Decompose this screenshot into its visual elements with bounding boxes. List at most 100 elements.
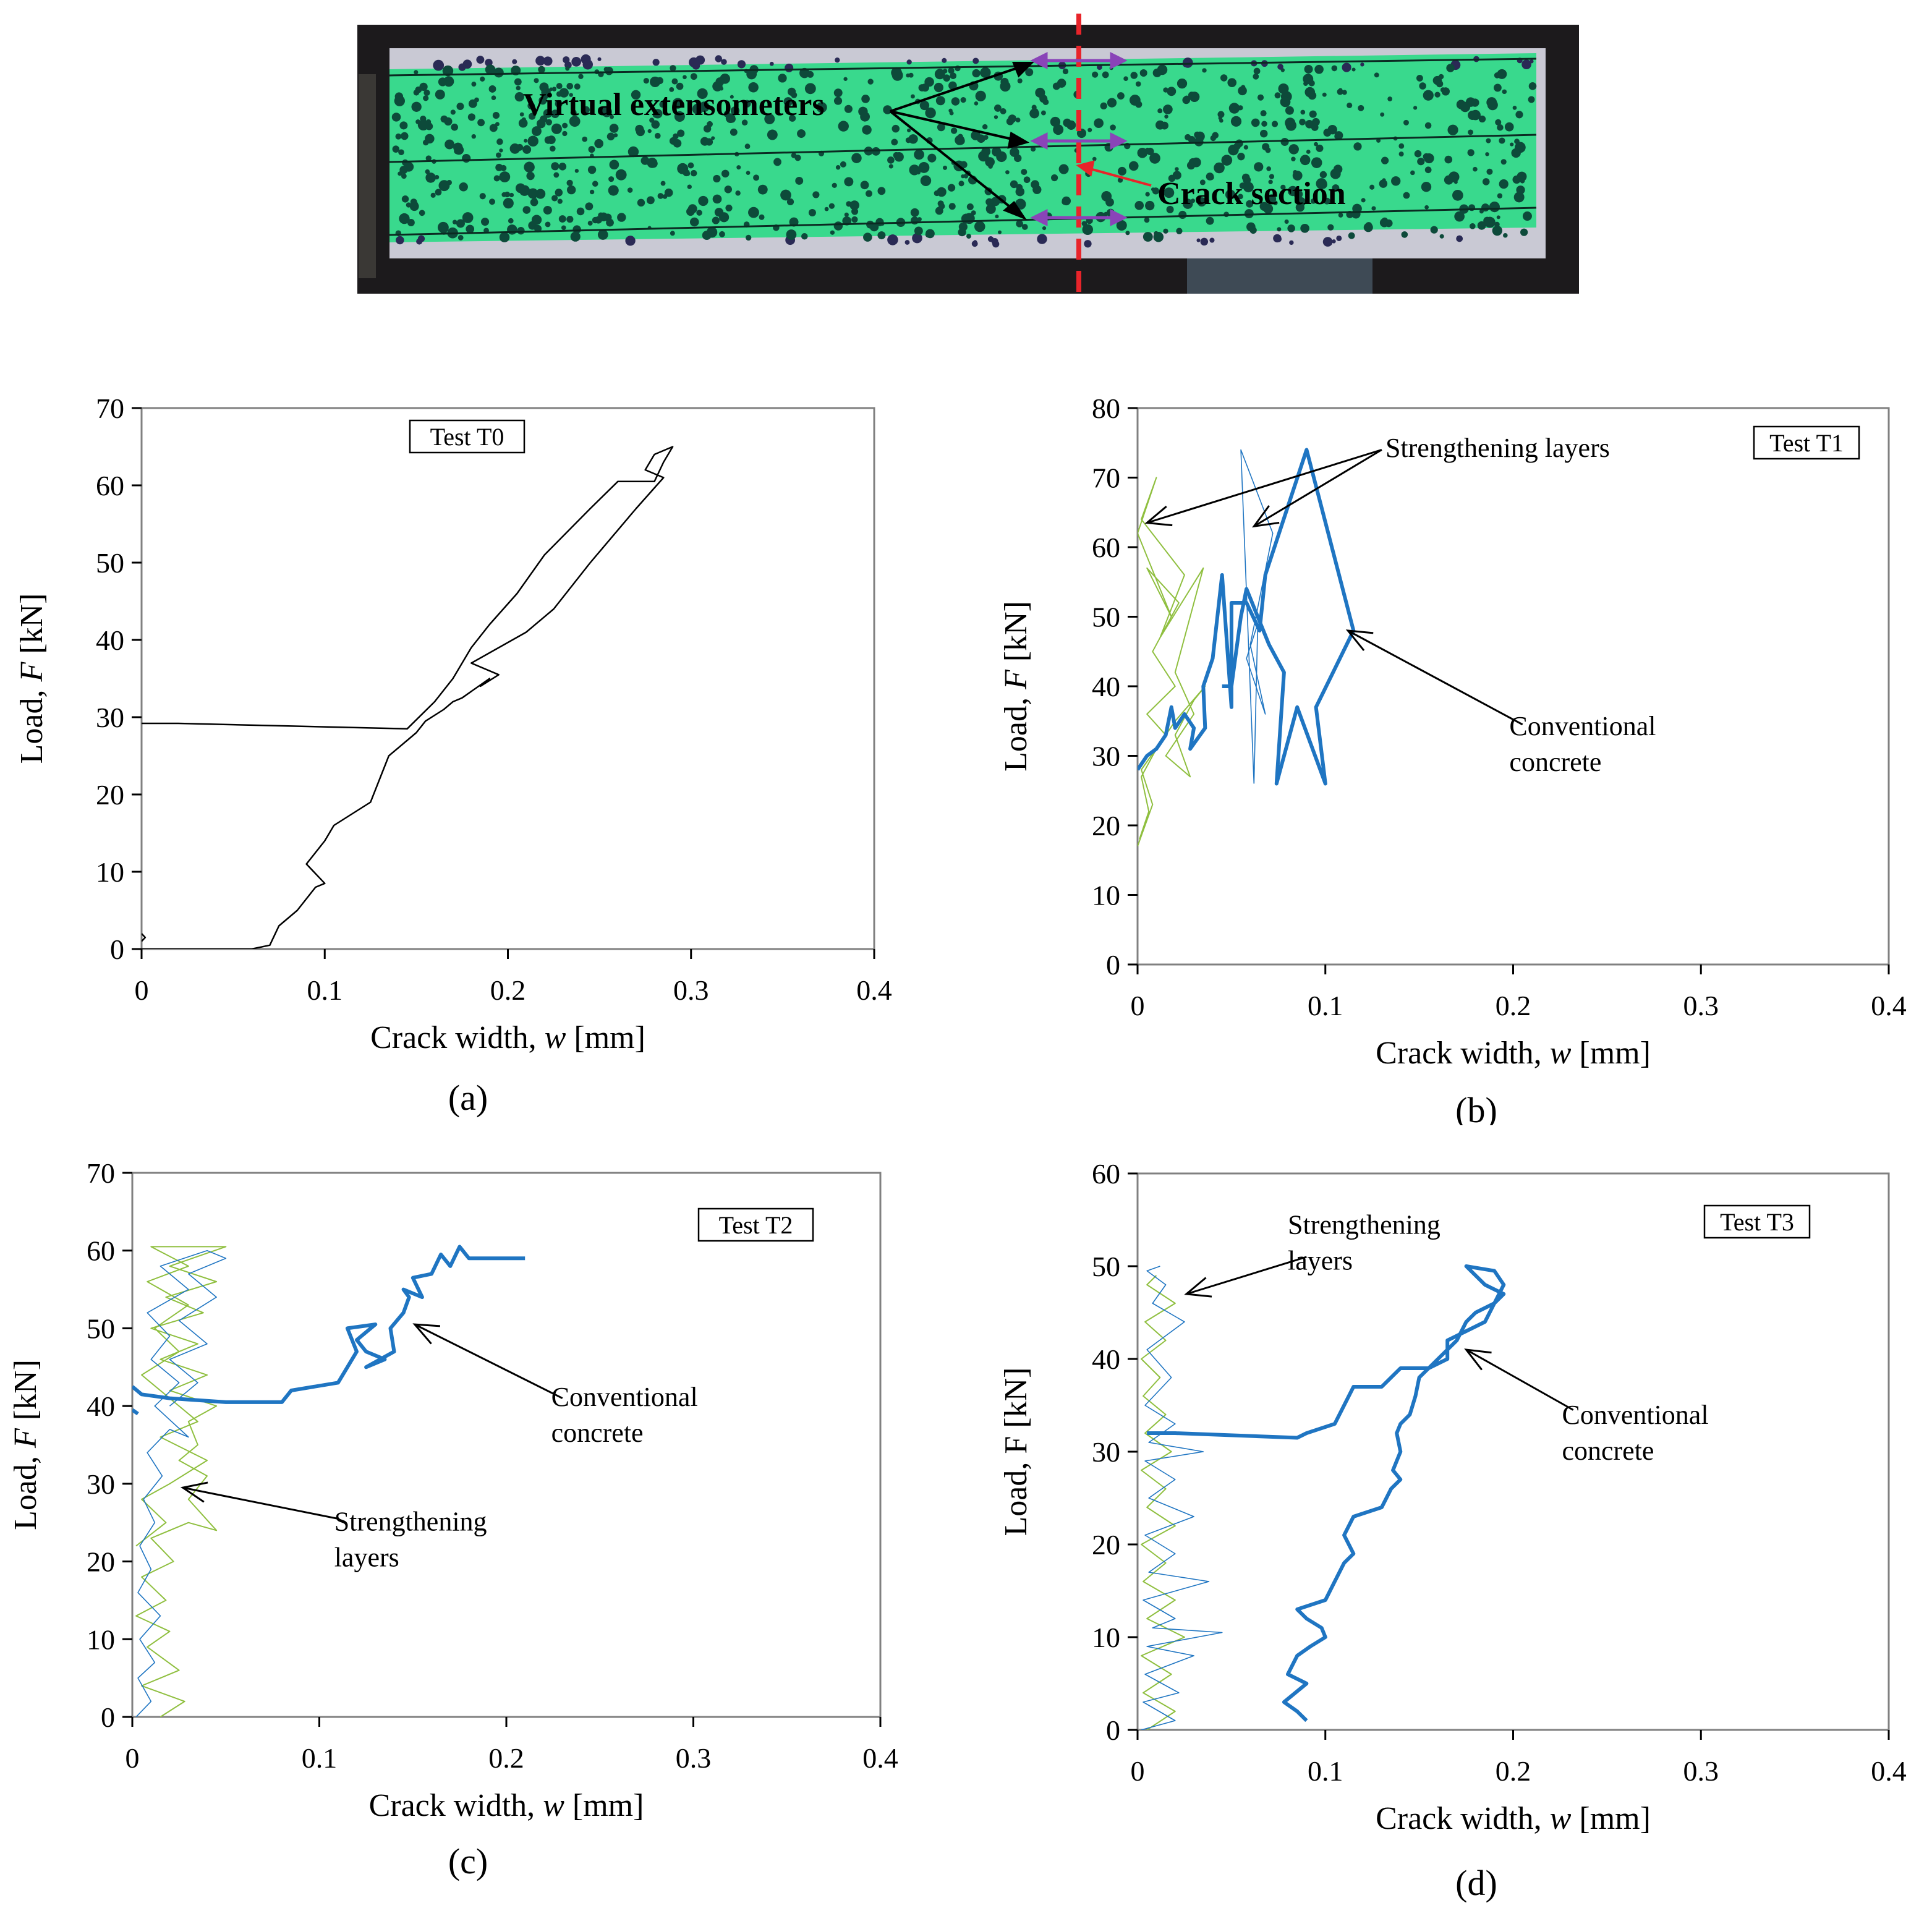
y-tick-label: 40 [1092, 1343, 1120, 1375]
x-tick-label: 0 [1131, 1755, 1145, 1787]
y-tick-label: 10 [96, 856, 124, 888]
arrow-head [180, 1481, 208, 1503]
plot-frame-a [140, 407, 875, 950]
series-line-d-0 [1141, 1275, 1185, 1730]
x-tick-label: 0 [126, 1742, 140, 1774]
label-virtual-extensometers: Virtual extensometers [523, 87, 825, 122]
plot-frame-c [131, 1172, 882, 1718]
y-tick-label: 50 [1092, 602, 1120, 633]
arrow-head [1464, 1348, 1492, 1371]
x-tick-label: 0.1 [307, 974, 343, 1006]
photo-edge-left [359, 74, 376, 278]
x-tick-label: 0 [135, 974, 149, 1006]
x-tick-label: 0.2 [490, 974, 526, 1006]
annotation-b-0: Strengthening layers [1385, 433, 1610, 463]
legend-box-a [409, 419, 526, 454]
y-tick-label: 0 [1106, 949, 1120, 981]
y-tick-label: 80 [1092, 393, 1120, 424]
annotation-d-0: Strengthening layers [1288, 1210, 1440, 1276]
y-tick-label: 20 [87, 1546, 115, 1578]
legend-label-a: Test T0 [430, 423, 504, 451]
y-tick-label: 0 [101, 1701, 115, 1733]
extensometer-line-top [389, 57, 1537, 77]
y-tick-label: 60 [1092, 1158, 1120, 1190]
y-axis-label: Load, F [kN] [14, 594, 49, 764]
x-tick-label: 0.1 [1308, 1755, 1343, 1787]
y-tick-label: 70 [96, 393, 124, 424]
chart-c: 0 10 20 30 40 50 60 70 0 0.1 0.2 0.3 0.4 Crack width,… [8, 1157, 898, 1881]
x-tick-label: 0.3 [1683, 990, 1719, 1021]
y-tick-label: 50 [1092, 1251, 1120, 1282]
annotation-arrow-d [1186, 1256, 1307, 1295]
y-tick-label: 40 [96, 624, 124, 656]
series-line-c-0 [135, 1246, 227, 1717]
y-tick-label: 30 [1092, 741, 1120, 772]
y-tick-label: 20 [96, 779, 124, 811]
photo-pointer-arrows [889, 62, 1152, 221]
x-tick-label: 0.3 [673, 974, 709, 1006]
y-tick-label: 0 [110, 934, 124, 965]
y-tick-label: 20 [1092, 1529, 1120, 1560]
y-tick-label: 10 [1092, 880, 1120, 911]
y-tick-label: 40 [1092, 671, 1120, 702]
y-tick-label: 40 [87, 1390, 115, 1422]
series-line-c-2 [132, 1245, 526, 1404]
legend-box-d [1703, 1204, 1811, 1239]
arrow-head [1252, 505, 1280, 528]
y-tick-label: 0 [1106, 1714, 1120, 1746]
y-tick-label: 60 [1092, 532, 1120, 563]
x-tick-label: 0.4 [1871, 1755, 1907, 1787]
legend-label-c: Test T2 [719, 1211, 793, 1239]
y-tick-label: 30 [1092, 1436, 1120, 1468]
arrow-head [412, 1323, 441, 1345]
y-axis-label: Load, F [kN] [998, 601, 1034, 772]
y-tick-label: 20 [1092, 810, 1120, 841]
annotation-arrow-c [414, 1323, 563, 1399]
series-line-b-0 [1138, 477, 1206, 847]
x-tick-label: 0.3 [676, 1742, 712, 1774]
chart-b: 0 10 20 30 40 50 60 70 80 0 0.1 0.2 0.3 0.4 Crack widt… [998, 393, 1907, 1125]
caption-c: (c) [448, 1841, 488, 1881]
label-crack-section: Crack section [1157, 176, 1346, 211]
y-tick-label: 50 [96, 547, 124, 579]
legend-box-c [697, 1207, 814, 1242]
series-line-d-1 [1141, 1266, 1223, 1730]
y-tick-label: 70 [1092, 462, 1120, 494]
caption-a: (a) [448, 1078, 488, 1118]
y-tick-label: 70 [87, 1157, 115, 1189]
series-line-c-1 [135, 1250, 227, 1717]
x-tick-label: 0.4 [862, 1742, 898, 1774]
annotation-c-1: Strengthening layers [334, 1506, 487, 1572]
x-tick-label: 0.3 [1683, 1755, 1719, 1787]
y-axis-label: Load, F [kN] [8, 1360, 43, 1530]
x-axis-label: Crack width, w [mm] [1376, 1801, 1651, 1836]
y-axis-label: Load, F [kN] [998, 1368, 1034, 1536]
y-tick-label: 60 [96, 470, 124, 501]
legend-label-b: Test T1 [1769, 429, 1844, 457]
annotation-arrow-c [182, 1486, 339, 1520]
arrow-head [1345, 629, 1374, 652]
y-tick-label: 60 [87, 1235, 115, 1267]
arrow-head [1144, 505, 1173, 527]
x-tick-label: 0.2 [1496, 1755, 1531, 1787]
y-tick-label: 10 [87, 1624, 115, 1655]
extensometer-line-mid [389, 134, 1537, 163]
arrow-head [1184, 1277, 1212, 1298]
extensometer-line-bottom [389, 207, 1537, 236]
dic-specimen-photo: Virtual extensometers Crack section [357, 14, 1579, 297]
x-axis-label: Crack width, w [mm] [1376, 1036, 1651, 1071]
x-axis-label: Crack width, w [mm] [370, 1020, 645, 1055]
x-tick-label: 0 [1131, 990, 1145, 1021]
y-tick-label: 30 [96, 702, 124, 733]
chart-d: 0 10 20 30 40 50 60 0 0.1 0.2 0.3 0.4 Crack width, w… [998, 1158, 1907, 1903]
series-line-b-1 [1240, 449, 1274, 784]
annotation-arrow-b [1146, 449, 1382, 524]
caption-b: (b) [1455, 1090, 1497, 1125]
annotation-arrow-b [1347, 629, 1523, 726]
x-tick-label: 0.1 [1308, 990, 1343, 1021]
x-tick-label: 0.1 [302, 1742, 338, 1774]
x-axis-label: Crack width, w [mm] [369, 1788, 644, 1823]
x-tick-label: 0.4 [856, 974, 892, 1006]
annotation-arrow-b [1253, 449, 1382, 527]
y-tick-label: 30 [87, 1468, 115, 1500]
